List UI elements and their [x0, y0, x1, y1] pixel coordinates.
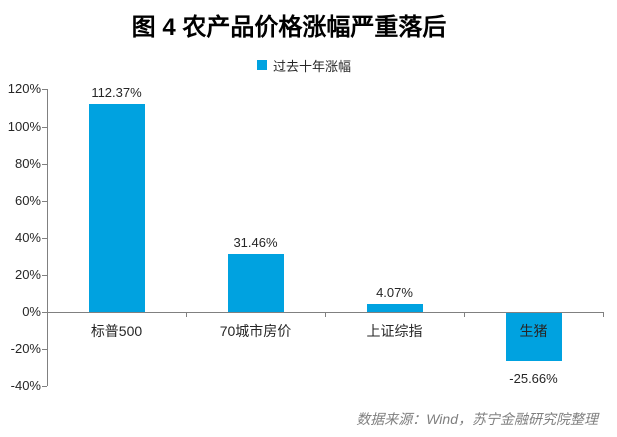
y-axis-tick — [42, 163, 47, 165]
x-axis-tick — [186, 313, 187, 317]
y-axis-tick-label: -20% — [10, 341, 41, 357]
y-axis-tick-label: 100% — [7, 118, 41, 134]
category-label: 标普500 — [90, 323, 143, 339]
y-axis-tick — [42, 126, 47, 128]
category-label: 生猪 — [519, 323, 548, 339]
y-axis-tick-label: 80% — [14, 155, 41, 171]
y-axis-line — [47, 89, 48, 387]
legend-swatch-icon — [256, 60, 267, 70]
legend: 过去十年涨幅 — [0, 56, 608, 74]
y-axis-tick — [42, 312, 47, 313]
y-axis-tick-label: 0% — [22, 304, 41, 319]
value-label: 31.46% — [233, 234, 278, 250]
x-axis-tick — [47, 313, 48, 317]
value-label: 4.07% — [376, 285, 413, 301]
source-note: 数据来源：Wind，苏宁金融研究院整理 — [356, 411, 598, 427]
category-label: 上证综指 — [366, 323, 423, 339]
x-axis-tick — [603, 313, 604, 317]
chart-title: 图 4 农产品价格涨幅严重落后 — [131, 14, 447, 41]
bar-上证综指 — [366, 304, 423, 312]
bar-标普500 — [88, 103, 145, 312]
x-axis-tick — [325, 313, 326, 317]
y-axis-tick-label: 60% — [14, 192, 41, 208]
legend-label: 过去十年涨幅 — [272, 58, 351, 74]
category-label: 70城市房价 — [219, 323, 292, 339]
y-axis-tick — [42, 274, 47, 276]
x-axis-tick — [464, 313, 465, 317]
y-axis-tick — [42, 89, 47, 91]
y-axis-tick-label: -40% — [10, 378, 41, 394]
bar-生猪 — [505, 313, 562, 361]
value-label: -25.66% — [509, 370, 558, 386]
y-axis-tick-label: 120% — [7, 81, 41, 97]
y-axis-tick — [42, 237, 47, 239]
x-axis-line — [47, 312, 604, 313]
y-axis-tick — [42, 200, 47, 202]
y-axis-tick-label: 40% — [14, 229, 41, 245]
y-axis-tick — [42, 349, 47, 351]
value-label: 112.37% — [91, 84, 142, 100]
bar-70城市房价 — [227, 253, 284, 312]
y-axis-tick-label: 20% — [14, 266, 41, 282]
y-axis-tick — [42, 386, 47, 388]
